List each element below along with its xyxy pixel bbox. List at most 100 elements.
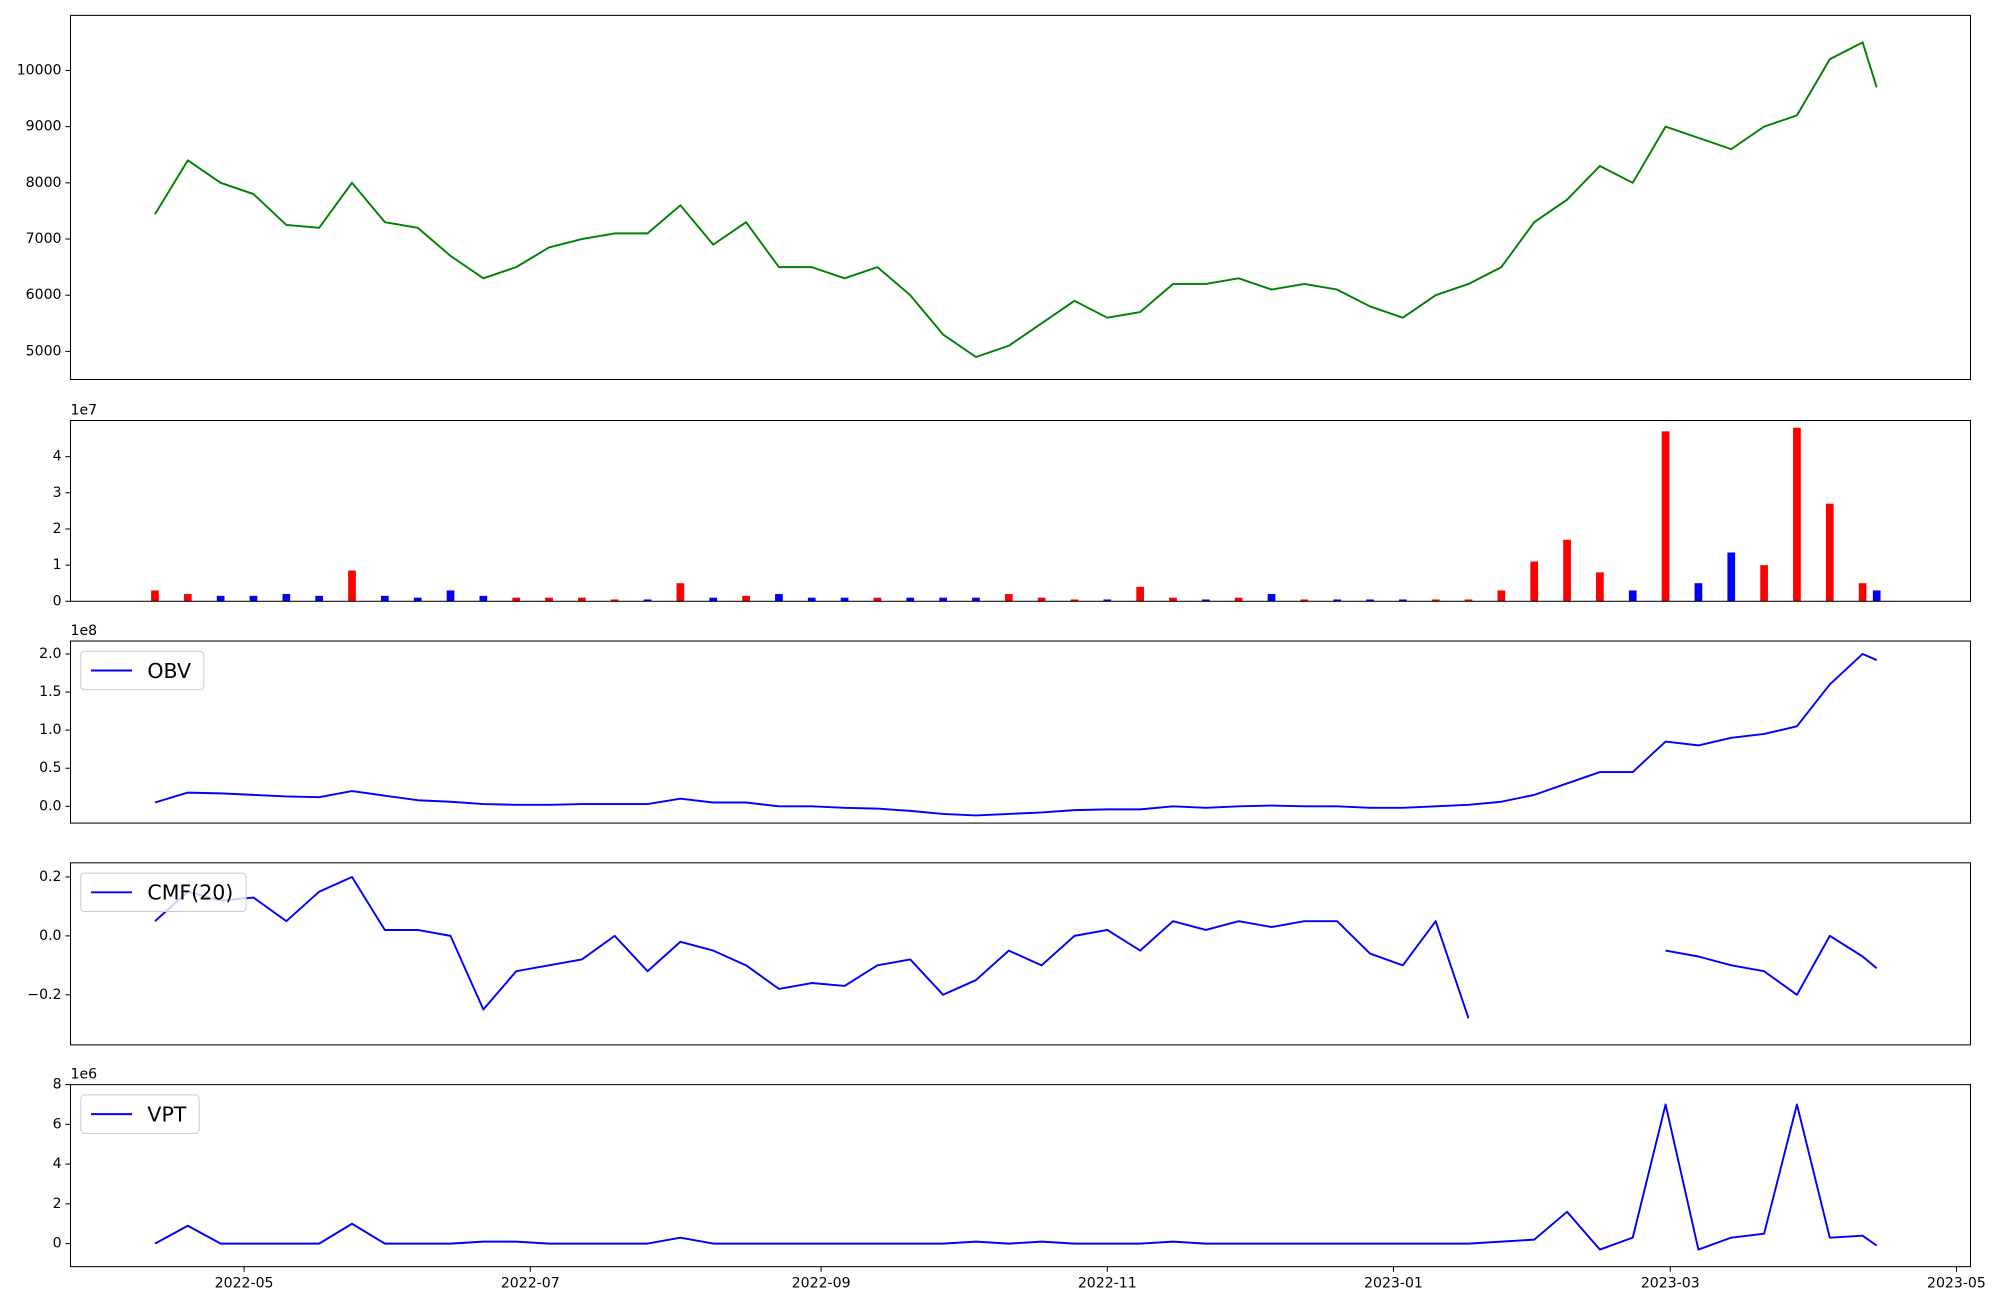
x-tick-label: 2022-07 — [501, 1275, 560, 1291]
legend-box — [80, 1094, 200, 1134]
bar — [1267, 594, 1276, 602]
bar — [413, 597, 422, 602]
bar — [446, 590, 455, 602]
bar — [380, 595, 389, 602]
bar — [906, 597, 915, 602]
y-tick-label: 4 — [53, 449, 62, 465]
bar — [939, 597, 947, 602]
y-tick-label: 7000 — [26, 231, 62, 247]
y-tick-label: 4 — [53, 1156, 62, 1172]
bar — [348, 570, 356, 602]
y-tick-label: 2 — [53, 521, 62, 537]
bar — [742, 595, 750, 602]
bar — [1333, 599, 1342, 602]
bar — [1399, 599, 1407, 602]
bar — [1037, 597, 1046, 602]
bar — [249, 595, 258, 602]
x-tick-label: 2022-05 — [215, 1275, 274, 1291]
axes-frame — [69, 640, 1972, 824]
y-tick-label: 0.0 — [39, 928, 61, 944]
y-tick-label: 1 — [53, 557, 62, 573]
bar — [1234, 597, 1243, 602]
bar — [578, 597, 586, 602]
y-tick-label: 0.2 — [39, 869, 61, 885]
bar — [216, 595, 225, 602]
data-line — [154, 653, 1878, 817]
offset-label: 1e8 — [71, 623, 98, 639]
x-tick-label: 2022-11 — [1078, 1275, 1137, 1291]
bar — [1366, 599, 1374, 602]
bar — [512, 597, 521, 602]
y-tick-label: 0 — [53, 593, 62, 609]
y-tick-label: 8 — [53, 1077, 62, 1093]
x-tick-label: 2023-01 — [1364, 1275, 1423, 1291]
bar — [1858, 583, 1867, 602]
y-tick-label: 0.5 — [39, 760, 61, 776]
legend-box — [80, 872, 247, 913]
axes-frame — [69, 420, 1972, 602]
y-tick-label: 2 — [53, 1196, 62, 1212]
x-tick-label: 2022-09 — [792, 1275, 851, 1291]
axes-frame — [69, 862, 1972, 1046]
legend-label: VPT — [147, 1102, 186, 1126]
legend-box — [80, 650, 205, 691]
bar — [610, 599, 619, 602]
data-line — [154, 1103, 1878, 1251]
bar — [1530, 561, 1539, 602]
bar — [709, 597, 718, 602]
offset-label: 1e7 — [71, 402, 98, 418]
bar — [151, 590, 159, 602]
bar — [972, 597, 980, 602]
bar — [545, 597, 553, 602]
data-line — [154, 41, 1878, 358]
bar — [183, 594, 192, 602]
bar — [1661, 431, 1670, 602]
y-tick-label: 2.0 — [39, 646, 61, 662]
bar — [840, 597, 849, 602]
bar — [1694, 583, 1703, 602]
y-tick-label: 8000 — [26, 175, 62, 191]
bar — [775, 594, 783, 602]
bar — [315, 595, 324, 602]
bar — [1793, 427, 1801, 602]
y-tick-label: 9000 — [26, 119, 62, 135]
x-tick-label: 2023-05 — [1927, 1275, 1986, 1291]
y-tick-label: 6 — [53, 1116, 62, 1132]
bar — [1596, 572, 1604, 602]
bar — [1563, 539, 1571, 602]
bar — [1201, 599, 1210, 602]
y-tick-label: −0.2 — [27, 987, 61, 1003]
y-tick-label: 3 — [53, 485, 62, 501]
offset-label: 1e6 — [71, 1066, 98, 1082]
legend-label: CMF(20) — [147, 881, 233, 905]
bar — [1825, 503, 1834, 602]
legend-label: OBV — [147, 659, 191, 683]
bar — [1070, 599, 1079, 602]
y-tick-label: 6000 — [26, 287, 62, 303]
bar — [643, 599, 652, 602]
y-tick-label: 0.0 — [39, 798, 61, 814]
bar — [1004, 594, 1013, 602]
bar — [807, 597, 816, 602]
y-tick-label: 1.0 — [39, 722, 61, 738]
axes-frame — [69, 1084, 1972, 1268]
bar — [1727, 552, 1736, 602]
bar — [1464, 599, 1473, 602]
axes-frame — [69, 14, 1972, 381]
bar — [1103, 599, 1112, 602]
bar — [1431, 599, 1440, 602]
y-tick-label: 1.5 — [39, 684, 61, 700]
bar — [676, 583, 685, 602]
bar — [1300, 599, 1309, 602]
data-line — [154, 876, 1878, 1019]
bar — [1169, 597, 1177, 602]
y-tick-label: 5000 — [26, 343, 62, 359]
y-tick-label: 0 — [53, 1236, 62, 1252]
bar — [1497, 590, 1506, 602]
bar — [282, 594, 291, 602]
bar — [873, 597, 882, 602]
x-tick-label: 2023-03 — [1641, 1275, 1700, 1291]
bar — [1136, 586, 1144, 602]
